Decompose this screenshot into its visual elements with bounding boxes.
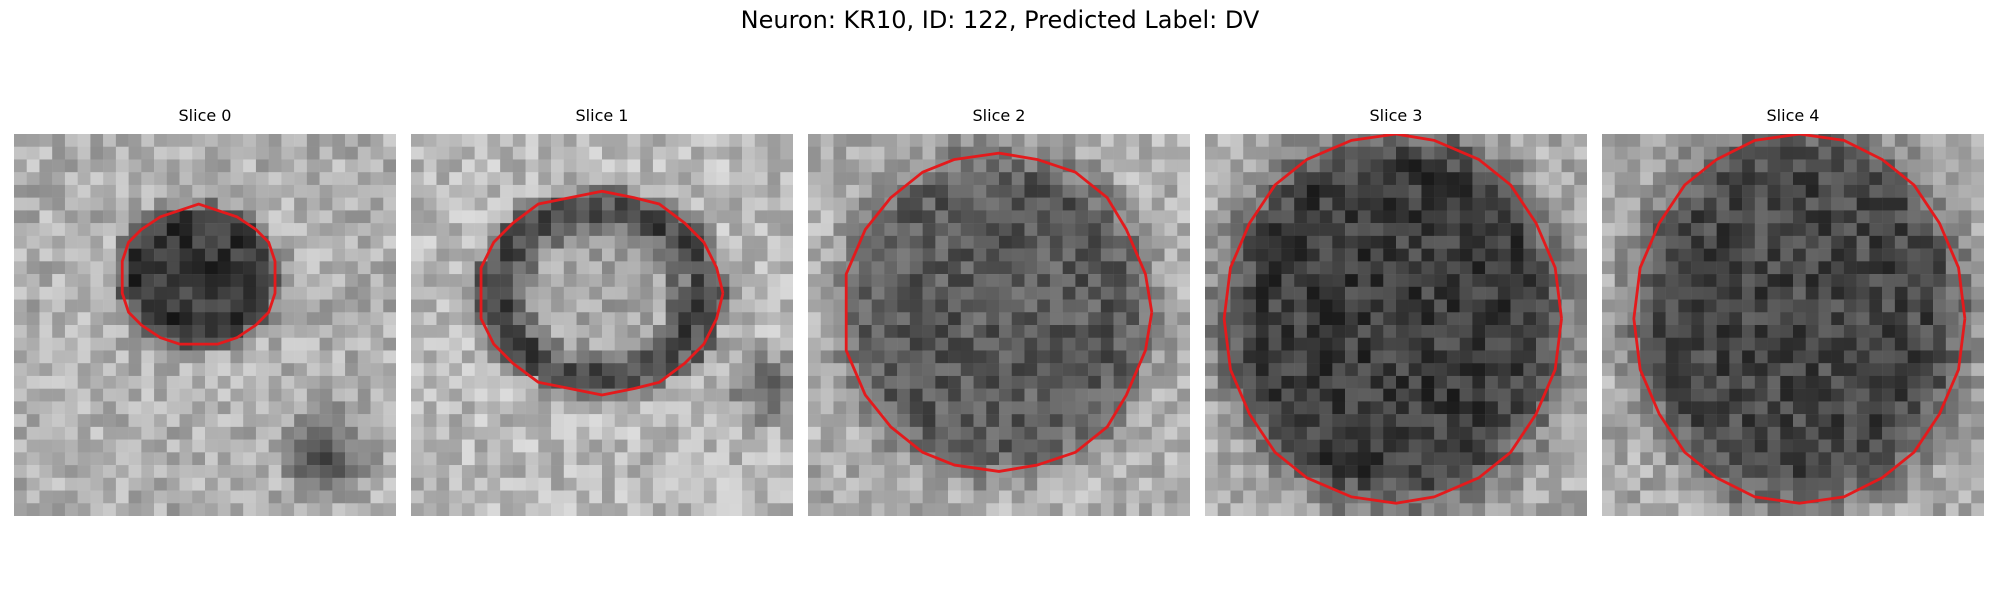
slice-image-4 bbox=[1602, 134, 1984, 516]
slice-title: Slice 1 bbox=[575, 106, 629, 125]
slice-panel-3: Slice 3 bbox=[1205, 106, 1587, 516]
slice-image-3 bbox=[1205, 134, 1587, 516]
slice-image-0 bbox=[14, 134, 396, 516]
slice-panel-4: Slice 4 bbox=[1602, 106, 1984, 516]
slice-title: Slice 2 bbox=[972, 106, 1026, 125]
slice-title: Slice 0 bbox=[178, 106, 232, 125]
slice-panel-0: Slice 0 bbox=[14, 106, 396, 516]
roi-contour bbox=[1632, 134, 1967, 505]
slice-title: Slice 4 bbox=[1766, 106, 1820, 125]
roi-contour bbox=[479, 189, 725, 397]
roi-contour bbox=[844, 151, 1154, 473]
slice-image-2 bbox=[808, 134, 1190, 516]
slice-image-1 bbox=[411, 134, 793, 516]
figure-title: Neuron: KR10, ID: 122, Predicted Label: … bbox=[740, 6, 1260, 34]
roi-contour bbox=[1222, 134, 1563, 505]
roi-contour bbox=[120, 202, 277, 346]
slice-panel-1: Slice 1 bbox=[411, 106, 793, 516]
slice-panel-2: Slice 2 bbox=[808, 106, 1190, 516]
slice-title: Slice 3 bbox=[1369, 106, 1423, 125]
